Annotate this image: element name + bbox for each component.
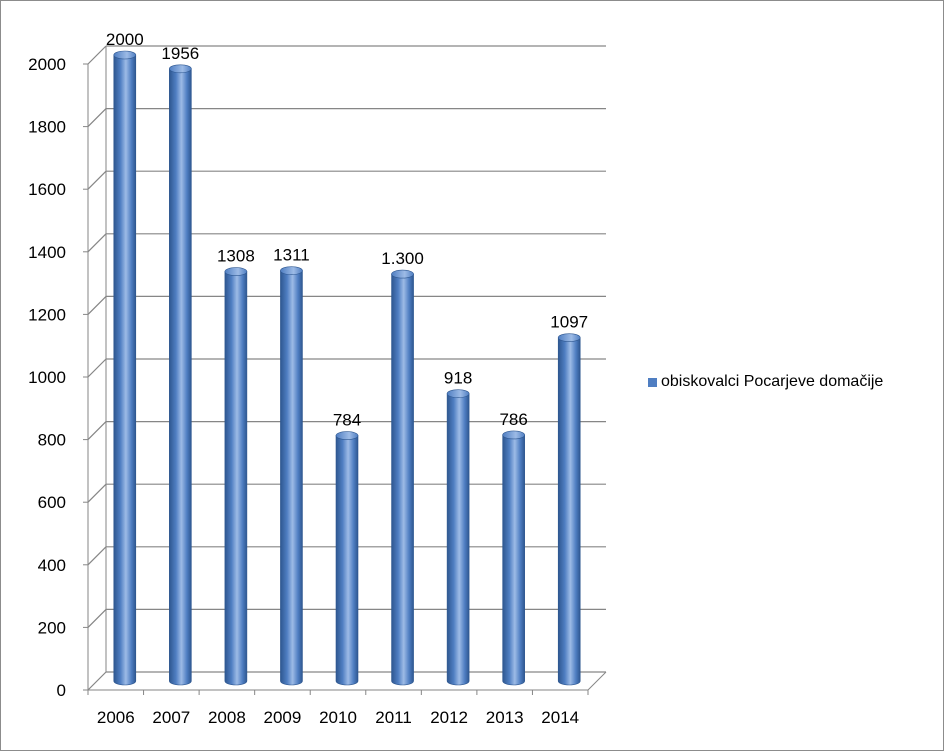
x-tick-label: 2012 <box>430 708 468 727</box>
bar-top <box>391 269 414 279</box>
data-label-2010: 784 <box>333 411 361 430</box>
gridline-diagonal <box>87 233 107 253</box>
y-tick-label: 1000 <box>28 368 66 387</box>
bar-2011 <box>391 269 414 686</box>
gridline-diagonal <box>87 295 107 315</box>
x-tick-label: 2009 <box>264 708 302 727</box>
data-label-2008: 1308 <box>217 247 255 266</box>
data-label-2006: 2000 <box>106 30 144 49</box>
data-label-2007: 1956 <box>161 44 199 63</box>
bar-body <box>224 271 248 686</box>
bar-2008 <box>224 267 248 686</box>
bar-2006 <box>113 50 137 686</box>
bar-top <box>502 430 525 440</box>
gridline-diagonal <box>87 608 107 628</box>
y-tick-label: 1200 <box>28 305 66 324</box>
y-tick-label: 200 <box>38 618 66 637</box>
data-label-2009: 1311 <box>273 246 310 265</box>
bar-2012 <box>446 389 470 686</box>
data-label-2011: 1.300 <box>381 249 424 268</box>
bar-2007 <box>169 64 192 686</box>
y-tick-label: 1600 <box>28 180 66 199</box>
legend-swatch <box>648 377 657 387</box>
y-tick-label: 1800 <box>28 118 66 137</box>
gridline-diagonal <box>87 421 107 441</box>
x-tick-label: 2010 <box>319 708 357 727</box>
gridline-diagonal <box>87 170 107 190</box>
y-tick-label: 2000 <box>28 55 66 74</box>
data-label-2013: 786 <box>499 410 527 429</box>
gridline-diagonal <box>87 108 107 128</box>
gridline-diagonal <box>87 546 107 566</box>
data-label-2012: 918 <box>444 369 472 388</box>
data-label-2014: 1097 <box>550 313 588 332</box>
bar-top <box>169 64 192 74</box>
bar-body <box>169 68 192 686</box>
bar-top <box>446 389 470 398</box>
bar-body <box>391 273 414 686</box>
y-tick-label: 600 <box>38 493 66 512</box>
bar-top <box>224 267 248 276</box>
bar-body <box>446 393 470 686</box>
gridline-group <box>83 358 606 378</box>
floor-right-edge <box>587 671 607 691</box>
gridline-group <box>83 295 606 315</box>
x-tick-label: 2011 <box>375 708 412 727</box>
bar-top <box>557 333 581 342</box>
gridline-group <box>83 233 606 253</box>
x-tick-label: 2006 <box>97 708 135 727</box>
x-tick-label: 2014 <box>541 708 579 727</box>
legend: obiskovalci Pocarjeve domačije <box>648 373 883 391</box>
gridline-diagonal <box>87 358 107 378</box>
y-tick-label: 400 <box>38 556 66 575</box>
y-tick-label: 0 <box>57 681 66 700</box>
gridline-diagonal <box>87 45 107 65</box>
x-tick-label: 2008 <box>208 708 246 727</box>
gridline-group <box>83 45 606 65</box>
gridline-group <box>83 107 606 128</box>
gridline-diagonal <box>87 671 107 691</box>
y-tick-label: 800 <box>38 431 66 450</box>
bar-2010 <box>335 431 359 686</box>
gridline-group <box>83 170 606 190</box>
bar-body <box>280 270 303 686</box>
bar-2013 <box>502 430 525 686</box>
y-tick-label: 1400 <box>28 243 66 262</box>
bar-2014 <box>557 333 581 686</box>
x-tick-label: 2013 <box>486 708 524 727</box>
gridline-diagonal <box>87 483 107 503</box>
bar-2009 <box>280 266 303 686</box>
legend-label: obiskovalci Pocarjeve domačije <box>661 373 884 390</box>
bar-top <box>113 50 137 60</box>
bar-body <box>335 435 359 686</box>
bar-top <box>280 266 303 275</box>
bar-body <box>557 337 581 686</box>
bar-body <box>502 434 525 686</box>
x-tick-label: 2007 <box>152 708 190 727</box>
bar-body <box>113 54 137 686</box>
bar-top <box>335 431 359 440</box>
